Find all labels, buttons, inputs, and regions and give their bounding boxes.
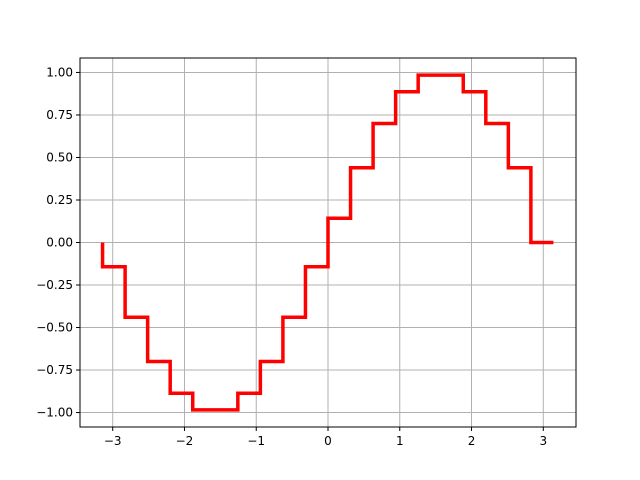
step-series-line xyxy=(100,73,554,412)
y-tick-label: 0.50 xyxy=(46,150,73,164)
grid-lines xyxy=(80,58,576,427)
x-tick-label: −2 xyxy=(176,434,194,448)
x-tick-label: 0 xyxy=(324,434,332,448)
y-tick-label: −1.00 xyxy=(36,406,73,420)
y-tick-label: 0.25 xyxy=(46,193,73,207)
y-tick-label: −0.25 xyxy=(36,278,73,292)
y-tick-label: −0.50 xyxy=(36,321,73,335)
x-tick-label: 1 xyxy=(396,434,404,448)
y-axis: −1.00 −0.75 −0.50 −0.25 0.00 0.25 0.50 0.75 1.00 xyxy=(36,65,80,420)
y-tick-label: 1.00 xyxy=(46,65,73,79)
series-layer xyxy=(100,73,554,412)
x-axis: −3 −2 −1 0 1 2 3 xyxy=(104,427,547,448)
x-tick-label: 2 xyxy=(468,434,476,448)
y-tick-label: 0.00 xyxy=(46,236,73,250)
y-tick-label: 0.75 xyxy=(46,108,73,122)
x-tick-label: −3 xyxy=(104,434,122,448)
x-tick-label: 3 xyxy=(539,434,547,448)
y-tick-label: −0.75 xyxy=(36,363,73,377)
x-tick-label: −1 xyxy=(247,434,265,448)
